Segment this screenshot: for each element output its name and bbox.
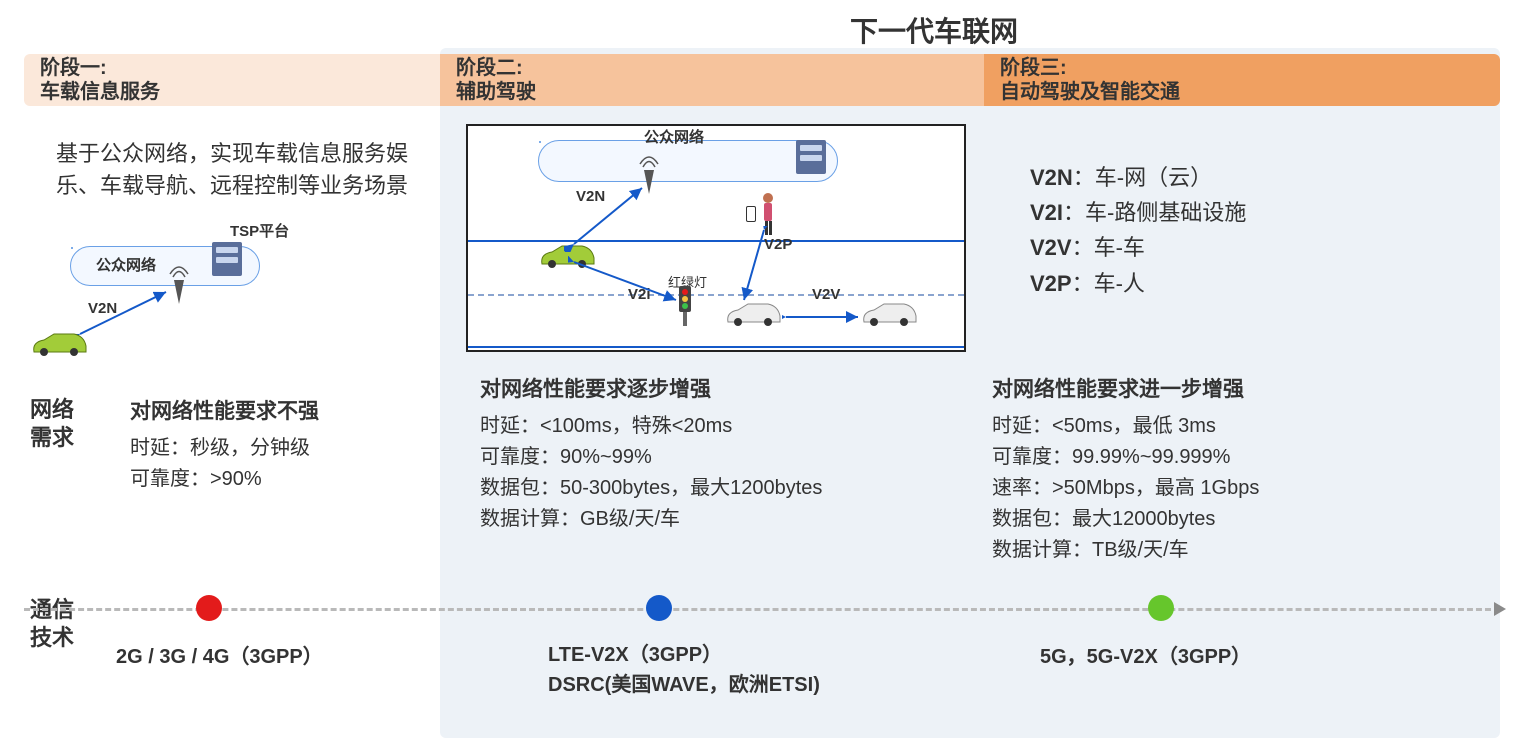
road-dashed <box>468 294 964 296</box>
req1-line: 可靠度：>90% <box>130 464 430 495</box>
v2x-def-row: V2N：车-网（云） <box>1030 160 1460 195</box>
road-upper <box>468 240 964 242</box>
phase2-sub: 辅助驾驶 <box>456 80 984 104</box>
req2-heading: 对网络性能要求逐步增强 <box>480 374 960 407</box>
v2x-def-row: V2P：车-人 <box>1030 266 1460 301</box>
arrow-v2i <box>568 256 698 316</box>
comm-tech-label: 通信 技术 <box>30 596 90 651</box>
car-green-icon <box>30 332 88 358</box>
phase1-description: 基于公众网络，实现车载信息服务娱乐、车载导航、远程控制等业务场景 <box>56 138 416 202</box>
v2x-def-row: V2I：车-路侧基础设施 <box>1030 195 1460 230</box>
timeline-dot-phase2 <box>646 595 672 621</box>
tech2-line2: DSRC(美国WAVE，欧洲ETSI) <box>548 670 908 700</box>
main-title: 下一代车联网 <box>850 10 1018 50</box>
req2-line: 数据包：50-300bytes，最大1200bytes <box>480 473 960 504</box>
road-lower <box>468 346 964 348</box>
car-white-2 <box>860 302 918 328</box>
server-icon-p2 <box>796 140 826 174</box>
tsp-label: TSP平台 <box>230 220 289 241</box>
requirements-phase2: 对网络性能要求逐步增强 时延：<100ms，特殊<20ms 可靠度：90%~99… <box>480 374 960 535</box>
requirements-phase1: 对网络性能要求不强 时延：秒级，分钟级 可靠度：>90% <box>130 396 430 495</box>
tech-label-phase1: 2G / 3G / 4G（3GPP） <box>116 640 396 669</box>
public-net-label-p2: 公众网络 <box>644 126 704 147</box>
phase1-name: 阶段一: <box>40 56 440 80</box>
req3-heading: 对网络性能要求进一步增强 <box>992 374 1472 407</box>
phase1-header: 阶段一: 车载信息服务 <box>24 54 440 106</box>
arrow-v2v <box>782 310 862 324</box>
req2-line: 时延：<100ms，特殊<20ms <box>480 411 960 442</box>
phase3-header: 阶段三: 自动驾驶及智能交通 <box>984 54 1500 106</box>
req3-line: 可靠度：99.99%~99.999% <box>992 442 1472 473</box>
req3-line: 数据包：最大12000bytes <box>992 504 1472 535</box>
tech-label-phase2: LTE-V2X（3GPP） DSRC(美国WAVE，欧洲ETSI) <box>548 640 908 700</box>
v2v-label: V2V <box>812 286 840 303</box>
arrow-v2p <box>728 226 788 306</box>
timeline-axis <box>24 608 1500 611</box>
network-req-label: 网络 需求 <box>30 396 90 451</box>
req3-line: 数据计算：TB级/天/车 <box>992 535 1472 566</box>
phase3-name: 阶段三: <box>1000 56 1500 80</box>
req3-line: 时延：<50ms，最低 3ms <box>992 411 1472 442</box>
v2x-definitions: V2N：车-网（云） V2I：车-路侧基础设施 V2V：车-车 V2P：车-人 <box>1030 160 1460 301</box>
req3-line: 速率：>50Mbps，最高 1Gbps <box>992 473 1472 504</box>
req1-line: 时延：秒级，分钟级 <box>130 433 430 464</box>
req2-line: 数据计算：GB级/天/车 <box>480 504 960 535</box>
public-net-label: 公众网络 <box>96 254 156 275</box>
v2x-def-row: V2V：车-车 <box>1030 230 1460 265</box>
timeline-arrowhead-icon <box>1494 602 1506 616</box>
requirements-phase3: 对网络性能要求进一步增强 时延：<50ms，最低 3ms 可靠度：99.99%~… <box>992 374 1472 566</box>
server-icon <box>212 242 242 276</box>
req1-heading: 对网络性能要求不强 <box>130 396 430 429</box>
phase3-sub: 自动驾驶及智能交通 <box>1000 80 1500 104</box>
tech2-line1: LTE-V2X（3GPP） <box>548 640 908 670</box>
phase2-header: 阶段二: 辅助驾驶 <box>440 54 984 106</box>
tech-label-phase3: 5G，5G-V2X（3GPP） <box>1040 640 1360 669</box>
phase2-diagram: 公众网络 V2N V2P 红绿灯 V2i V2V <box>466 124 966 352</box>
timeline-dot-phase1 <box>196 595 222 621</box>
phase1-sub: 车载信息服务 <box>40 80 440 104</box>
phase2-name: 阶段二: <box>456 56 984 80</box>
phone-icon <box>746 206 756 222</box>
timeline-dot-phase3 <box>1148 595 1174 621</box>
req2-line: 可靠度：90%~99% <box>480 442 960 473</box>
arrow-v2n-p2 <box>564 182 654 252</box>
phase1-diagram: 公众网络 TSP平台 V2N <box>30 218 390 368</box>
